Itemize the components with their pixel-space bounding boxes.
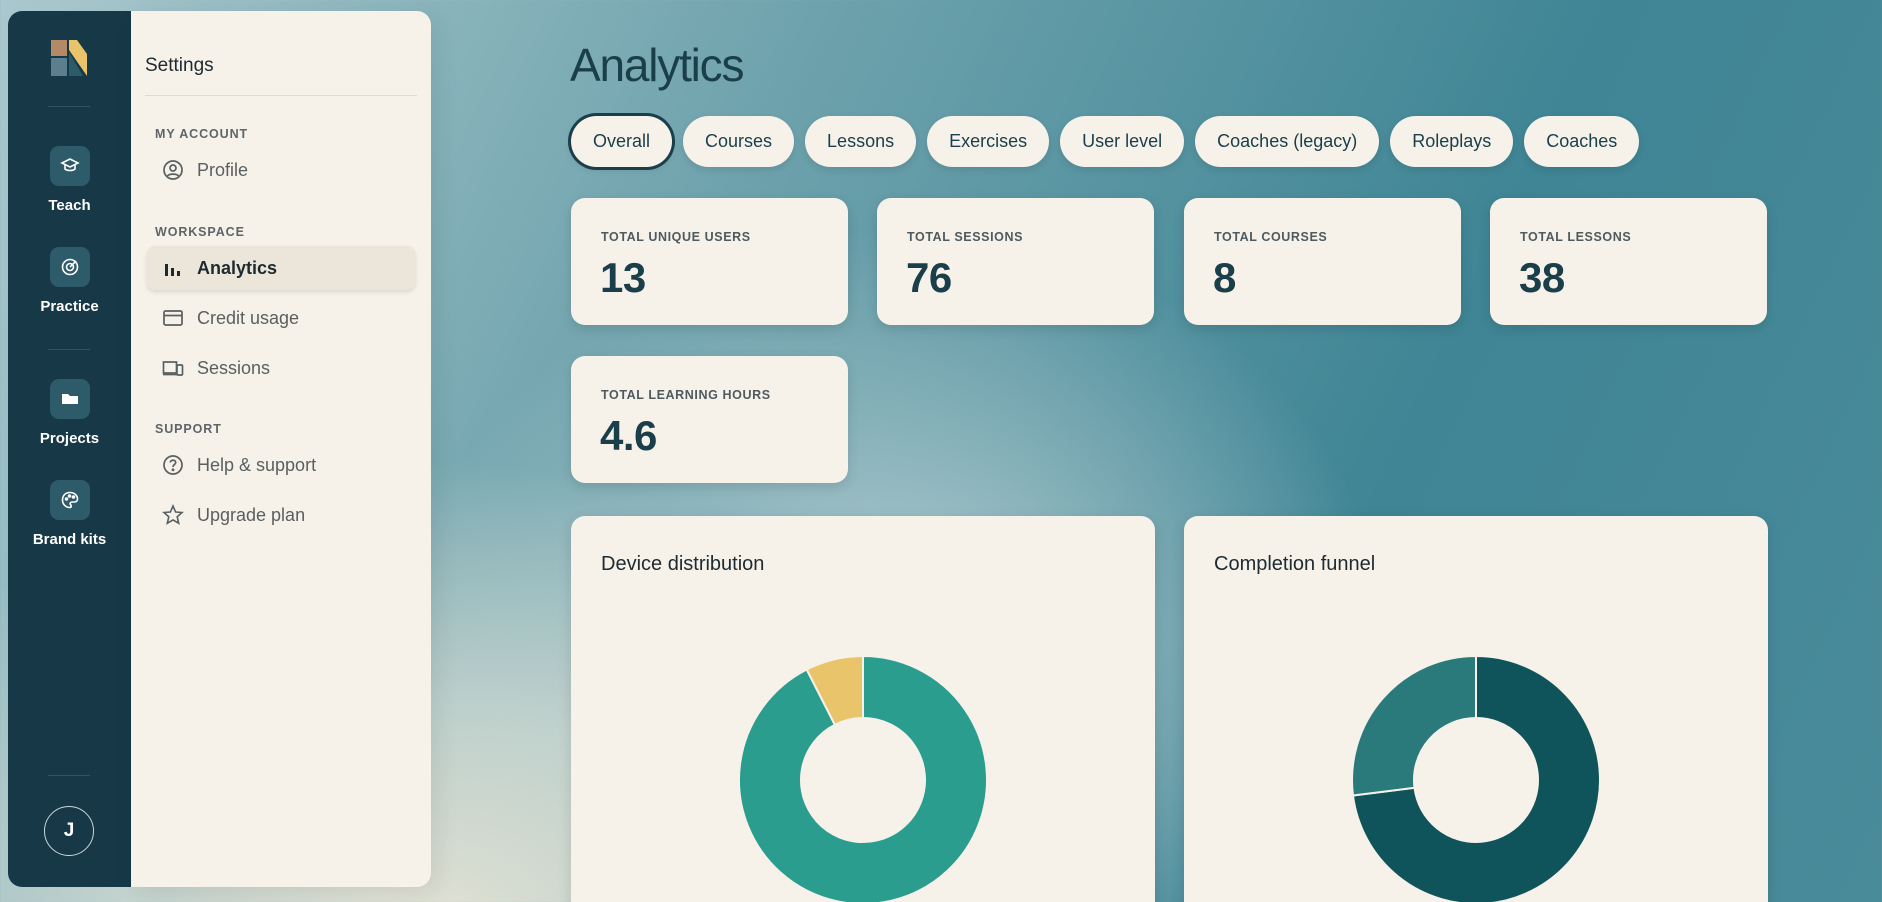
tab-user-level[interactable]: User level (1060, 116, 1185, 167)
settings-title: Settings (145, 55, 214, 76)
menu-label-analytics: Analytics (197, 257, 278, 278)
user-circle-icon (161, 158, 185, 182)
menu-label-sessions: Sessions (197, 357, 271, 378)
palette-icon (49, 480, 90, 520)
analytics-tabs: Overall Courses Lessons Exercises User l… (571, 116, 1640, 168)
star-icon (161, 503, 185, 527)
menu-item-credit-usage[interactable]: Credit usage (147, 296, 415, 340)
rail-item-projects[interactable]: Projects (8, 379, 131, 447)
stat-label: TOTAL LEARNING HOURS (601, 388, 771, 402)
completion-funnel-card: Completion funnel (1184, 516, 1768, 902)
target-icon (49, 247, 90, 287)
stat-label: TOTAL LESSONS (1520, 230, 1632, 244)
section-support: SUPPORT (155, 422, 222, 436)
stat-value: 8 (1213, 254, 1236, 301)
tab-coaches[interactable]: Coaches (1524, 116, 1640, 167)
stat-card-total-learning-hours: TOTAL LEARNING HOURS 4.6 (571, 356, 848, 483)
user-avatar[interactable]: J (44, 806, 94, 856)
menu-item-profile[interactable]: Profile (147, 148, 415, 192)
chart-title: Device distribution (601, 553, 765, 575)
icon-rail: Teach Practice Projects Brand kits J (8, 11, 131, 887)
menu-label-profile: Profile (197, 159, 249, 180)
page-title: Analytics (570, 39, 744, 91)
menu-item-upgrade-plan[interactable]: Upgrade plan (147, 493, 415, 537)
settings-panel: Settings MY ACCOUNT Profile WORKSPACE An… (131, 11, 431, 887)
tab-lessons[interactable]: Lessons (805, 116, 917, 167)
rail-item-practice[interactable]: Practice (8, 247, 131, 315)
stat-label: TOTAL SESSIONS (907, 230, 1024, 244)
rail-label-projects: Projects (39, 430, 100, 447)
completion-funnel-donut (1351, 655, 1601, 902)
stat-value: 4.6 (600, 412, 657, 459)
tab-coaches-legacy[interactable]: Coaches (legacy) (1195, 116, 1380, 167)
folder-icon (49, 379, 90, 419)
settings-divider (145, 95, 417, 96)
menu-item-analytics[interactable]: Analytics (147, 246, 415, 290)
stat-label: TOTAL COURSES (1214, 230, 1328, 244)
device-distribution-card: Device distribution (571, 516, 1155, 902)
rail-label-teach: Teach (48, 197, 91, 214)
chart-title: Completion funnel (1214, 553, 1376, 575)
menu-item-sessions[interactable]: Sessions (147, 346, 415, 390)
rail-divider (48, 349, 90, 350)
tab-exercises[interactable]: Exercises (927, 116, 1050, 167)
stat-card-total-unique-users: TOTAL UNIQUE USERS 13 (571, 198, 848, 325)
tab-courses[interactable]: Courses (683, 116, 795, 167)
stat-card-total-sessions: TOTAL SESSIONS 76 (877, 198, 1154, 325)
app-logo[interactable] (51, 40, 87, 76)
donut-slice-1[interactable] (1351, 655, 1477, 797)
donut-slice-0[interactable] (738, 655, 988, 902)
menu-label-credit-usage: Credit usage (197, 307, 300, 328)
section-workspace: WORKSPACE (155, 225, 245, 239)
section-my-account: MY ACCOUNT (155, 127, 249, 141)
menu-label-help-support: Help & support (197, 454, 317, 475)
stat-card-total-courses: TOTAL COURSES 8 (1184, 198, 1461, 325)
rail-label-brand-kits: Brand kits (32, 531, 107, 548)
menu-label-upgrade-plan: Upgrade plan (197, 504, 306, 525)
rail-item-brand-kits[interactable]: Brand kits (8, 480, 131, 548)
menu-item-help-support[interactable]: Help & support (147, 443, 415, 487)
tab-overall[interactable]: Overall (571, 116, 673, 167)
graduation-cap-icon (49, 146, 90, 186)
rail-divider (48, 106, 90, 107)
stat-value: 38 (1519, 254, 1565, 301)
device-distribution-donut (738, 655, 988, 902)
help-circle-icon (161, 453, 185, 477)
rail-divider (48, 775, 90, 776)
stat-label: TOTAL UNIQUE USERS (601, 230, 751, 244)
devices-icon (161, 356, 185, 380)
donut-slice-1[interactable] (805, 655, 864, 727)
stat-value: 76 (906, 254, 952, 301)
bar-chart-icon (161, 256, 185, 280)
stat-card-total-lessons: TOTAL LESSONS 38 (1490, 198, 1767, 325)
donut-slice-0[interactable] (1351, 655, 1601, 902)
tab-roleplays[interactable]: Roleplays (1390, 116, 1514, 167)
stat-value: 13 (600, 254, 646, 301)
rail-item-teach[interactable]: Teach (8, 146, 131, 214)
credit-card-icon (161, 306, 185, 330)
rail-label-practice: Practice (40, 298, 99, 315)
